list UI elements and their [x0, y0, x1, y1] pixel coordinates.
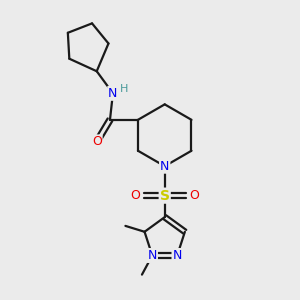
- Text: N: N: [160, 160, 169, 173]
- Text: O: O: [92, 135, 102, 148]
- Text: N: N: [108, 87, 118, 100]
- Text: O: O: [130, 189, 140, 202]
- Text: O: O: [189, 189, 199, 202]
- Text: S: S: [160, 189, 170, 202]
- Text: N: N: [148, 249, 157, 262]
- Text: N: N: [172, 249, 182, 262]
- Text: H: H: [120, 84, 128, 94]
